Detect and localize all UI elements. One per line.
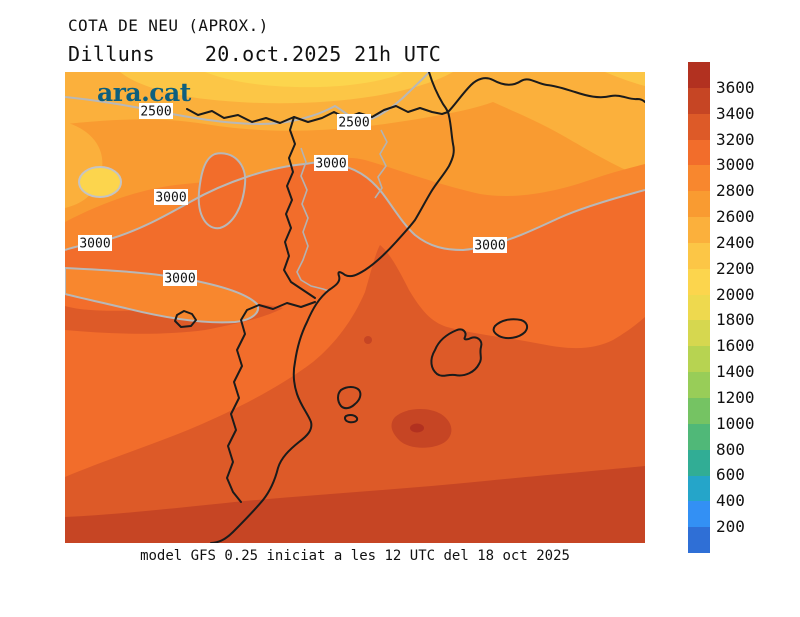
- fill-lens-2800-3000: [64, 266, 259, 324]
- colorbar-segment: [688, 397, 710, 424]
- fill-oval-2000-2200: [78, 166, 122, 198]
- map-container: 2500 2500 3000 3000 3000 3000 3000 ara.cat: [64, 71, 646, 544]
- fill-core-3600: [410, 423, 424, 433]
- fill-band-2000-2200: [205, 72, 403, 88]
- contour-label: 3000: [163, 270, 197, 287]
- fill-region-3400-3600: [65, 466, 645, 543]
- colorbar-tick-label: 200: [716, 517, 745, 537]
- colorbar-segment: [688, 165, 710, 192]
- colorbar-tick-label: 800: [716, 439, 745, 459]
- colorbar-segment: [688, 501, 710, 528]
- colorbar-segment: [688, 423, 710, 450]
- colorbar-tick-label: 1200: [716, 387, 755, 407]
- catalonia-border: [283, 116, 316, 299]
- model-run-caption: model GFS 0.25 iniciat a les 12 UTC del …: [140, 548, 570, 564]
- contour-label: 2500: [139, 103, 173, 120]
- colorbar-tick-label: 1800: [716, 310, 755, 330]
- colorbar-tick-label: 3400: [716, 103, 755, 123]
- ara-cat-logo: ara.cat: [97, 78, 192, 107]
- colorbar-segment: [688, 217, 710, 243]
- fill-region-3200-3400: [65, 245, 645, 543]
- ibiza-island: [337, 386, 362, 410]
- colorbar-segment: [688, 527, 710, 554]
- colorbar-segment: [688, 113, 710, 140]
- france-coastline: [428, 71, 646, 113]
- colorbar-segment: [688, 87, 710, 114]
- contour-label: 3000: [78, 235, 112, 252]
- province-border-east: [374, 129, 388, 199]
- inland-boundary-blob: [174, 310, 197, 328]
- colorbar-segment: [688, 475, 710, 502]
- colorbar-ticks: 3600 3400 3200 3000 2800 2600 2400 2200 2000 1800…: [716, 62, 786, 553]
- spain-coastline: [210, 111, 455, 544]
- svg-text:3000: 3000: [155, 191, 186, 206]
- pyrenees-border: [186, 105, 449, 124]
- colorbar-tick-label: 2400: [716, 232, 755, 252]
- mallorca-island: [430, 328, 483, 377]
- province-border-west: [296, 147, 330, 292]
- snow-level-map: 2500 2500 3000 3000 3000 3000 3000 ara.cat: [64, 71, 646, 544]
- svg-text:2500: 2500: [338, 116, 369, 131]
- colorbar-tick-label: 3000: [716, 155, 755, 175]
- colorbar-tick-label: 2200: [716, 258, 755, 278]
- menorca-island: [492, 318, 529, 340]
- svg-text:3000: 3000: [79, 237, 110, 252]
- contour-label: 3000: [314, 155, 348, 172]
- svg-text:3000: 3000: [315, 157, 346, 172]
- colorbar-tick-label: 2600: [716, 207, 755, 227]
- colorbar-tick-label: 1600: [716, 336, 755, 356]
- page-subtitle: Dilluns 20.oct.2025 21h UTC: [68, 42, 442, 66]
- contour-label: 3000: [473, 237, 507, 254]
- page-title: COTA DE NEU (APROX.): [68, 16, 269, 35]
- colorbar-tick-label: 1400: [716, 362, 755, 382]
- colorbar-segment: [688, 346, 710, 373]
- fill-band-2800-3000: [65, 157, 645, 250]
- colorbar-segment: [688, 191, 710, 218]
- fill-kidney-3000-3200: [197, 152, 247, 230]
- svg-text:3000: 3000: [164, 272, 195, 287]
- colorbar-tick-label: 2800: [716, 181, 755, 201]
- colorbar: [688, 62, 710, 554]
- colorbar-segment: [688, 372, 710, 398]
- colorbar-tick-label: 1000: [716, 413, 755, 433]
- colorbar-segment: [688, 139, 710, 166]
- colorbar-segment: [688, 62, 710, 88]
- colorbar-segment: [688, 449, 710, 476]
- formentera-island: [344, 413, 359, 424]
- valencia-border: [226, 301, 316, 503]
- colorbar-segment: [688, 268, 710, 295]
- contour-label: 2500: [337, 114, 371, 131]
- colorbar-tick-label: 3200: [716, 129, 755, 149]
- colorbar-segment: [688, 294, 710, 321]
- contour-label: 3000: [154, 189, 188, 206]
- colorbar-tick-label: 2000: [716, 284, 755, 304]
- fill-dot-3400: [364, 336, 372, 344]
- fill-corner-2200-2400: [605, 72, 645, 86]
- contour-labels-layer: 2500 2500 3000 3000 3000 3000 3000: [78, 103, 507, 287]
- colorbar-tick-label: 3600: [716, 77, 755, 97]
- svg-text:3000: 3000: [474, 239, 505, 254]
- colorbar-tick-label: 400: [716, 491, 745, 511]
- colorbar-segment: [688, 242, 710, 269]
- colorbar-tick-label: 600: [716, 465, 745, 485]
- colorbar-segment: [688, 320, 710, 347]
- svg-text:2500: 2500: [140, 105, 171, 120]
